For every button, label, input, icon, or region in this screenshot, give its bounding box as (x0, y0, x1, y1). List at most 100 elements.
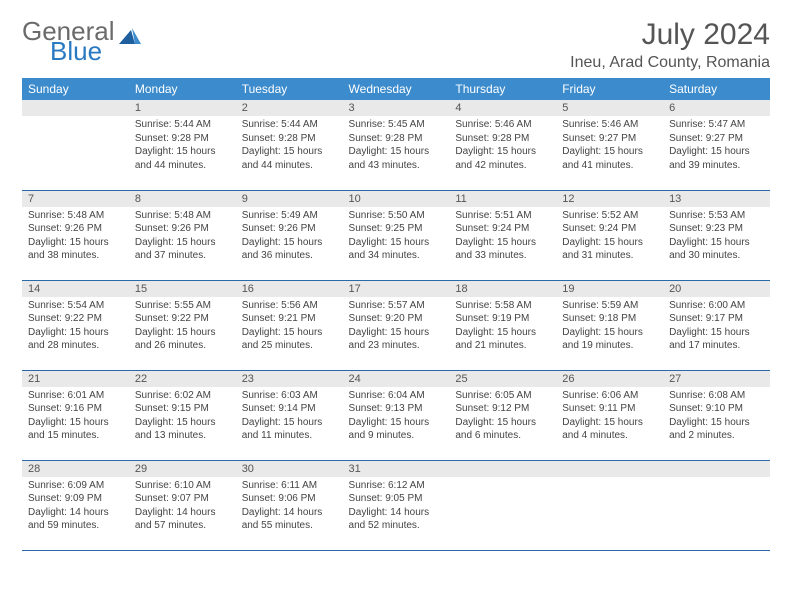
dayheader-wednesday: Wednesday (343, 78, 450, 100)
day-body: Sunrise: 6:06 AMSunset: 9:11 PMDaylight:… (556, 387, 663, 447)
sunset-line: Sunset: 9:16 PM (28, 402, 123, 416)
logo-sail-icon (119, 24, 141, 44)
daylight-line: Daylight: 15 hours and 17 minutes. (669, 326, 764, 353)
daylight-line: Daylight: 15 hours and 36 minutes. (242, 236, 337, 263)
day-body: Sunrise: 6:04 AMSunset: 9:13 PMDaylight:… (343, 387, 450, 447)
calendar-cell: 11 Sunrise: 5:51 AMSunset: 9:24 PMDayligh… (449, 190, 556, 280)
sunrise-line: Sunrise: 5:44 AM (135, 118, 230, 132)
daylight-line: Daylight: 15 hours and 13 minutes. (135, 416, 230, 443)
daylight-line: Daylight: 15 hours and 26 minutes. (135, 326, 230, 353)
sunrise-line: Sunrise: 5:46 AM (562, 118, 657, 132)
sunrise-line: Sunrise: 5:56 AM (242, 299, 337, 313)
day-body: Sunrise: 6:12 AMSunset: 9:05 PMDaylight:… (343, 477, 450, 537)
day-number: 1 (129, 100, 236, 116)
daylight-line: Daylight: 15 hours and 30 minutes. (669, 236, 764, 263)
day-body (449, 477, 556, 483)
calendar-cell: 15Sunrise: 5:55 AMSunset: 9:22 PMDayligh… (129, 280, 236, 370)
daylight-line: Daylight: 15 hours and 33 minutes. (455, 236, 550, 263)
calendar-cell: 23Sunrise: 6:03 AMSunset: 9:14 PMDayligh… (236, 370, 343, 460)
calendar-cell: 14Sunrise: 5:54 AMSunset: 9:22 PMDayligh… (22, 280, 129, 370)
calendar-cell (22, 100, 129, 190)
day-body: Sunrise: 5:53 AMSunset: 9:23 PMDaylight:… (663, 207, 770, 267)
sunrise-line: Sunrise: 5:49 AM (242, 209, 337, 223)
sunrise-line: Sunrise: 5:57 AM (349, 299, 444, 313)
daylight-line: Daylight: 14 hours and 59 minutes. (28, 506, 123, 533)
daylight-line: Daylight: 15 hours and 11 minutes. (242, 416, 337, 443)
day-number: 18 (449, 281, 556, 297)
calendar-cell: 9 Sunrise: 5:49 AMSunset: 9:26 PMDaylight… (236, 190, 343, 280)
calendar-cell: 10Sunrise: 5:50 AMSunset: 9:25 PMDayligh… (343, 190, 450, 280)
day-number: 30 (236, 461, 343, 477)
sunset-line: Sunset: 9:26 PM (28, 222, 123, 236)
calendar-cell: 25Sunrise: 6:05 AMSunset: 9:12 PMDayligh… (449, 370, 556, 460)
day-body: Sunrise: 6:08 AMSunset: 9:10 PMDaylight:… (663, 387, 770, 447)
sunset-line: Sunset: 9:24 PM (562, 222, 657, 236)
day-body: Sunrise: 5:54 AMSunset: 9:22 PMDaylight:… (22, 297, 129, 357)
daylight-line: Daylight: 15 hours and 21 minutes. (455, 326, 550, 353)
day-number: 9 (236, 191, 343, 207)
sunrise-line: Sunrise: 6:06 AM (562, 389, 657, 403)
sunset-line: Sunset: 9:15 PM (135, 402, 230, 416)
logo-text-blue: Blue (50, 38, 102, 64)
day-number: 3 (343, 100, 450, 116)
sunset-line: Sunset: 9:09 PM (28, 492, 123, 506)
sunset-line: Sunset: 9:21 PM (242, 312, 337, 326)
calendar-cell: 2Sunrise: 5:44 AMSunset: 9:28 PMDaylight… (236, 100, 343, 190)
day-number: 20 (663, 281, 770, 297)
day-number: 16 (236, 281, 343, 297)
sunset-line: Sunset: 9:28 PM (242, 132, 337, 146)
day-number: 12 (556, 191, 663, 207)
day-body: Sunrise: 5:56 AMSunset: 9:21 PMDaylight:… (236, 297, 343, 357)
daylight-line: Daylight: 15 hours and 38 minutes. (28, 236, 123, 263)
day-body (556, 477, 663, 483)
sunset-line: Sunset: 9:19 PM (455, 312, 550, 326)
day-body: Sunrise: 5:48 AMSunset: 9:26 PMDaylight:… (22, 207, 129, 267)
sunset-line: Sunset: 9:23 PM (669, 222, 764, 236)
sunset-line: Sunset: 9:26 PM (135, 222, 230, 236)
day-number: 15 (129, 281, 236, 297)
day-number (22, 100, 129, 116)
sunrise-line: Sunrise: 5:51 AM (455, 209, 550, 223)
calendar-week-row: 21Sunrise: 6:01 AMSunset: 9:16 PMDayligh… (22, 370, 770, 460)
day-body: Sunrise: 6:01 AMSunset: 9:16 PMDaylight:… (22, 387, 129, 447)
daylight-line: Daylight: 14 hours and 52 minutes. (349, 506, 444, 533)
sunrise-line: Sunrise: 6:02 AM (135, 389, 230, 403)
calendar-cell (449, 460, 556, 550)
day-number: 31 (343, 461, 450, 477)
sunset-line: Sunset: 9:28 PM (349, 132, 444, 146)
calendar-cell: 3Sunrise: 5:45 AMSunset: 9:28 PMDaylight… (343, 100, 450, 190)
day-number: 11 (449, 191, 556, 207)
calendar-cell: 28Sunrise: 6:09 AMSunset: 9:09 PMDayligh… (22, 460, 129, 550)
sunrise-line: Sunrise: 5:48 AM (135, 209, 230, 223)
calendar-cell: 27Sunrise: 6:08 AMSunset: 9:10 PMDayligh… (663, 370, 770, 460)
calendar-cell: 26Sunrise: 6:06 AMSunset: 9:11 PMDayligh… (556, 370, 663, 460)
day-number: 26 (556, 371, 663, 387)
daylight-line: Daylight: 15 hours and 2 minutes. (669, 416, 764, 443)
sunrise-line: Sunrise: 5:54 AM (28, 299, 123, 313)
day-number: 6 (663, 100, 770, 116)
day-number: 23 (236, 371, 343, 387)
calendar-cell: 1Sunrise: 5:44 AMSunset: 9:28 PMDaylight… (129, 100, 236, 190)
daylight-line: Daylight: 15 hours and 19 minutes. (562, 326, 657, 353)
sunset-line: Sunset: 9:26 PM (242, 222, 337, 236)
calendar-cell: 22Sunrise: 6:02 AMSunset: 9:15 PMDayligh… (129, 370, 236, 460)
calendar-cell: 6Sunrise: 5:47 AMSunset: 9:27 PMDaylight… (663, 100, 770, 190)
day-body: Sunrise: 6:09 AMSunset: 9:09 PMDaylight:… (22, 477, 129, 537)
title-block: July 2024 Ineu, Arad County, Romania (570, 18, 770, 72)
day-number: 17 (343, 281, 450, 297)
calendar-cell: 30Sunrise: 6:11 AMSunset: 9:06 PMDayligh… (236, 460, 343, 550)
calendar-cell: 20Sunrise: 6:00 AMSunset: 9:17 PMDayligh… (663, 280, 770, 370)
calendar-cell: 7Sunrise: 5:48 AMSunset: 9:26 PMDaylight… (22, 190, 129, 280)
day-number: 25 (449, 371, 556, 387)
daylight-line: Daylight: 15 hours and 28 minutes. (28, 326, 123, 353)
daylight-line: Daylight: 15 hours and 41 minutes. (562, 145, 657, 172)
header: General Blue July 2024 Ineu, Arad County… (22, 18, 770, 72)
sunset-line: Sunset: 9:24 PM (455, 222, 550, 236)
day-body (663, 477, 770, 483)
sunset-line: Sunset: 9:11 PM (562, 402, 657, 416)
sunset-line: Sunset: 9:25 PM (349, 222, 444, 236)
day-number: 14 (22, 281, 129, 297)
day-body: Sunrise: 5:47 AMSunset: 9:27 PMDaylight:… (663, 116, 770, 176)
sunset-line: Sunset: 9:22 PM (28, 312, 123, 326)
day-number: 7 (22, 191, 129, 207)
